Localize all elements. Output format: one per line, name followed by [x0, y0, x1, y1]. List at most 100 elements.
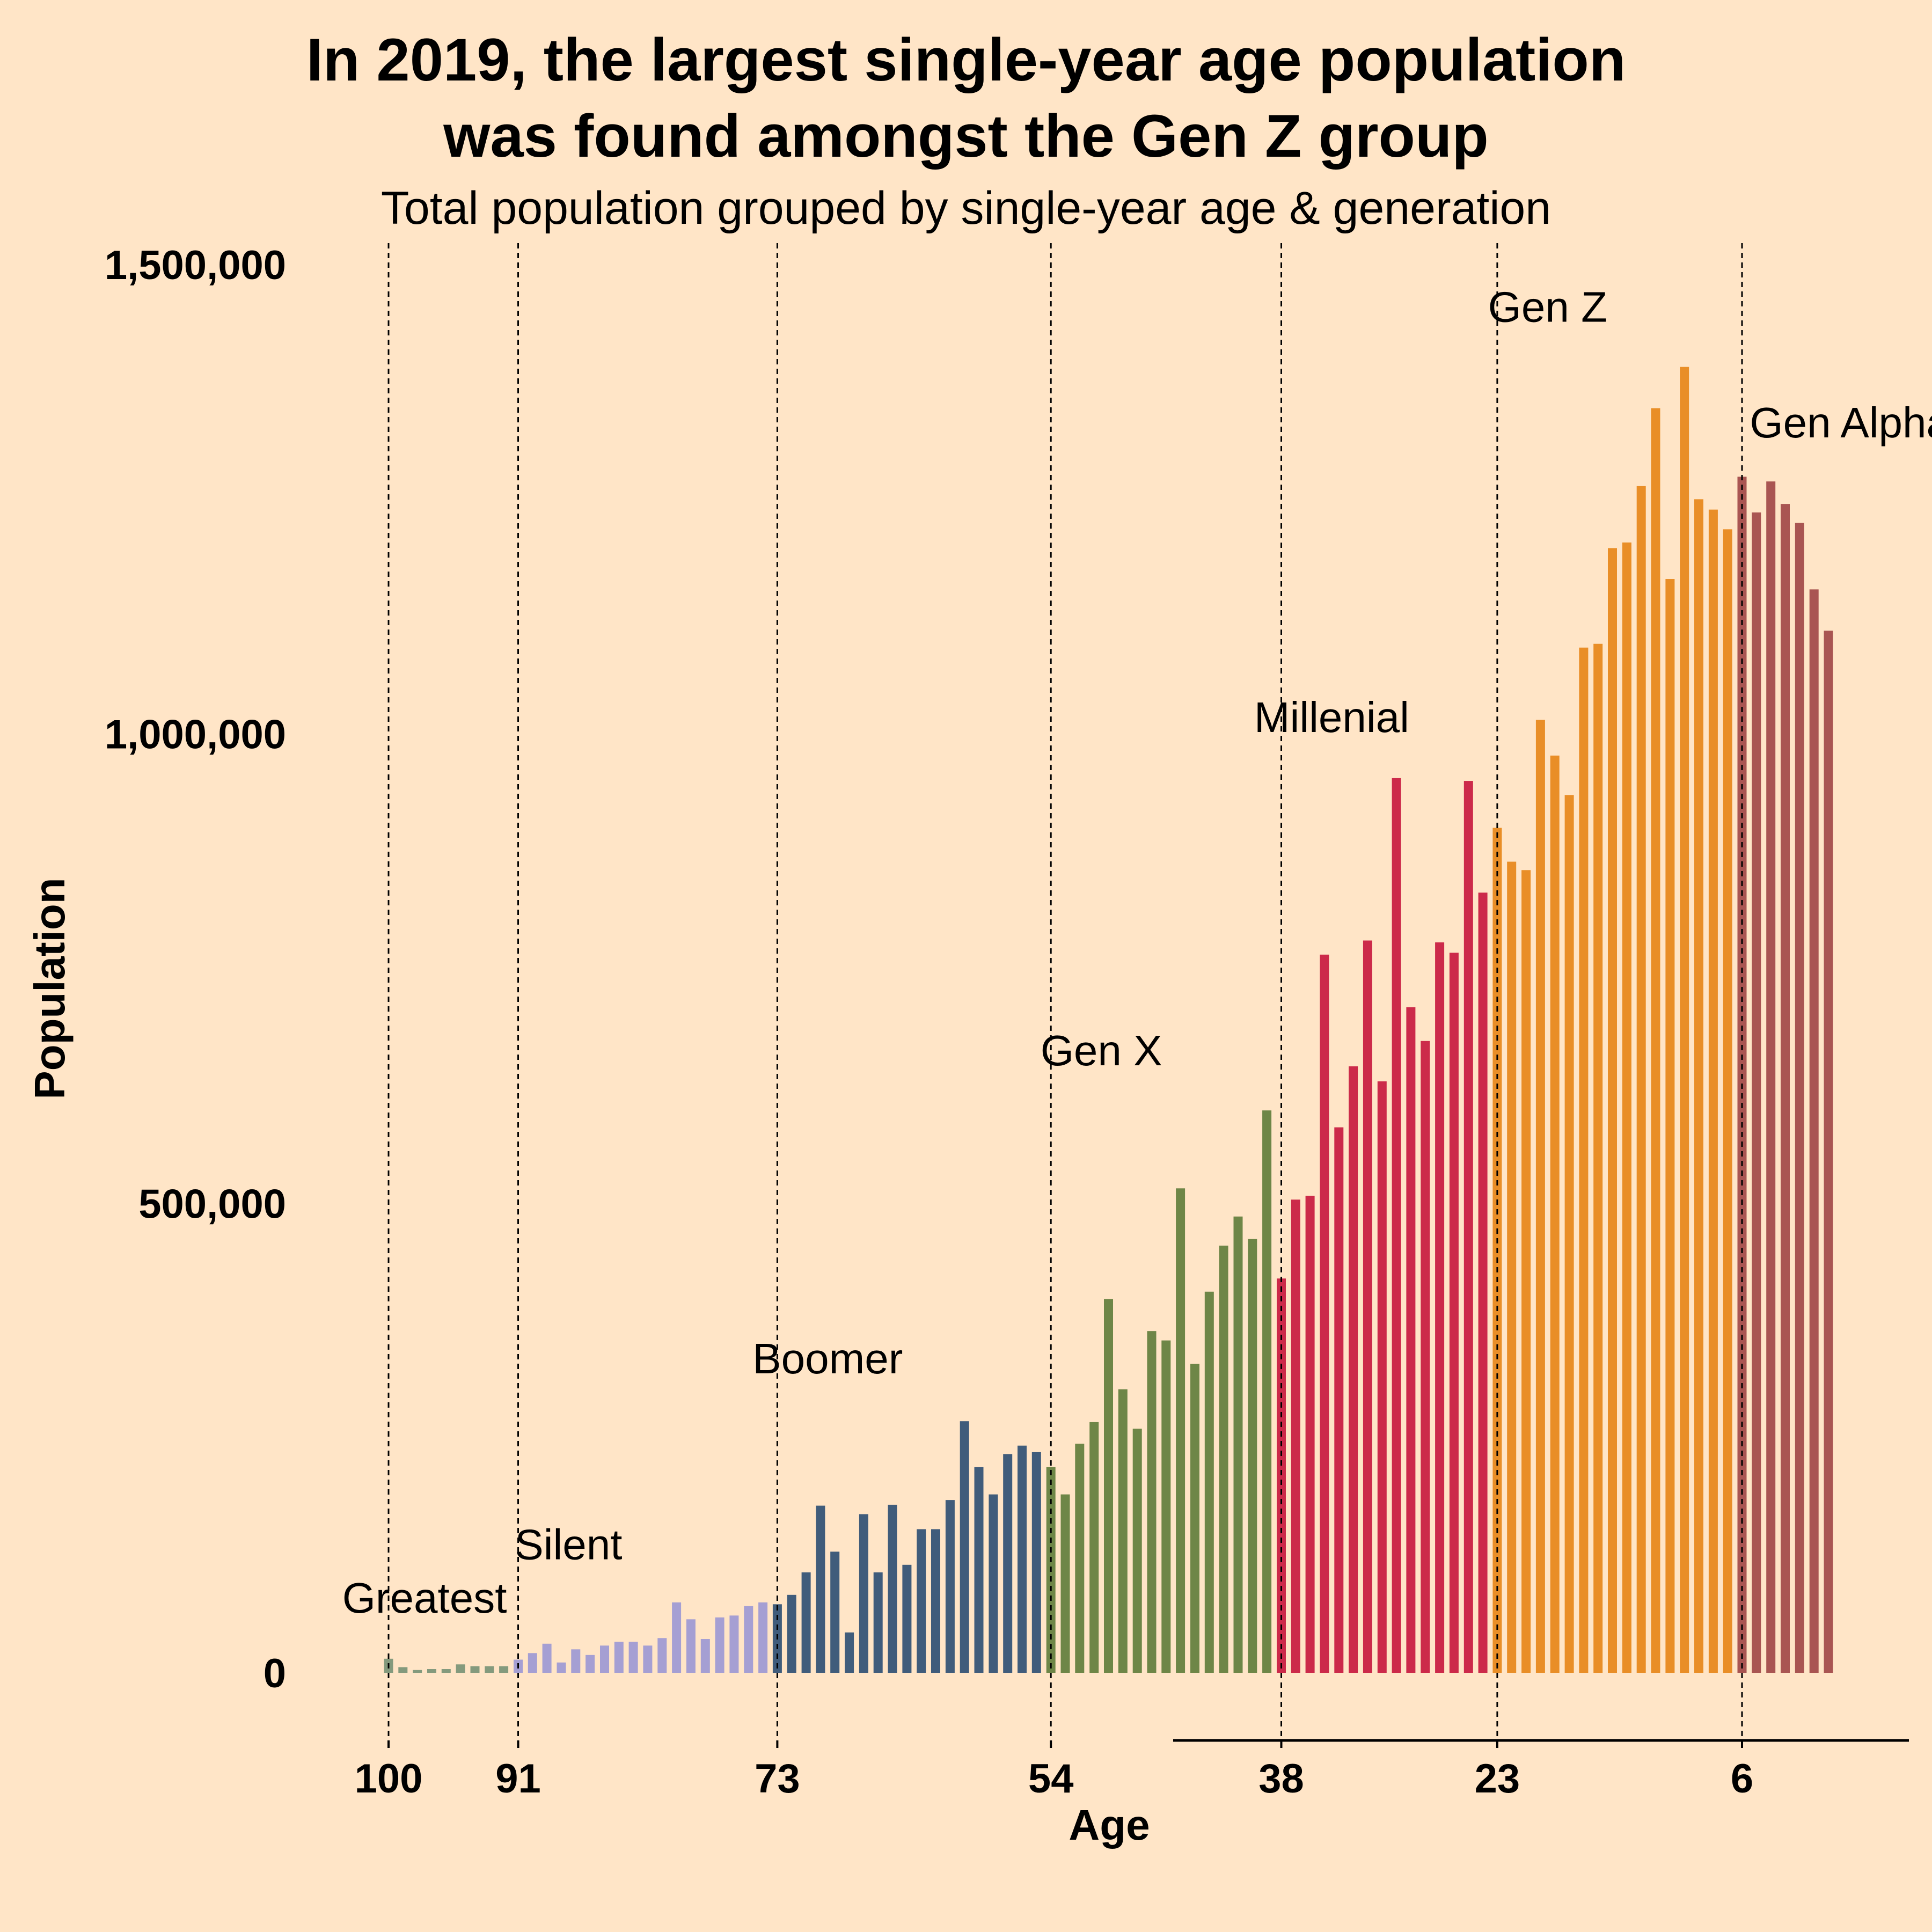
bar: [1349, 1066, 1358, 1673]
bar: [1622, 542, 1631, 1673]
bar: [917, 1529, 926, 1673]
chart-title-line-1: In 2019, the largest single-year age pop…: [306, 26, 1626, 93]
bar: [542, 1643, 552, 1673]
generation-label: Millenial: [1254, 693, 1409, 741]
bar: [801, 1572, 811, 1673]
bar: [902, 1564, 912, 1673]
bar: [974, 1467, 984, 1673]
x-tick-label: 38: [1258, 1756, 1304, 1802]
y-tick-label: 0: [264, 1651, 286, 1696]
generation-label: Gen Z: [1488, 283, 1607, 331]
bar: [1593, 643, 1603, 1673]
x-tick-label: 54: [1028, 1756, 1074, 1802]
bar: [1680, 367, 1689, 1673]
bar: [1449, 953, 1459, 1673]
bar: [1608, 548, 1617, 1673]
x-tick-label: 6: [1731, 1756, 1753, 1802]
bar: [744, 1606, 753, 1673]
bar: [1478, 892, 1488, 1673]
bar: [830, 1552, 840, 1673]
bar: [614, 1642, 624, 1673]
bar: [816, 1505, 825, 1673]
bar: [1766, 481, 1776, 1673]
bar: [1089, 1422, 1099, 1673]
y-tick-label: 1,000,000: [105, 712, 286, 758]
bar: [470, 1666, 480, 1673]
chart-title-line-2: was found amongst the Gen Z group: [443, 103, 1489, 170]
bar: [1694, 499, 1703, 1673]
bar: [1463, 781, 1473, 1673]
bar: [1305, 1196, 1315, 1673]
bar: [413, 1670, 422, 1673]
bar: [1579, 647, 1589, 1673]
x-tick-label: 23: [1475, 1756, 1520, 1802]
bar: [1233, 1216, 1243, 1673]
bar: [1752, 512, 1761, 1673]
x-tick-label: 91: [495, 1756, 541, 1802]
bar: [1406, 1007, 1416, 1673]
series-silent: [514, 1602, 768, 1673]
bar: [787, 1594, 796, 1673]
bar: [1435, 942, 1445, 1673]
bar: [643, 1645, 653, 1673]
x-tick-label: 73: [755, 1756, 800, 1802]
y-tick-label: 1,500,000: [105, 243, 286, 288]
x-axis: 100 91 73 54 38 23 6: [355, 1739, 1909, 1802]
bar: [1147, 1331, 1157, 1673]
bar: [1334, 1127, 1344, 1673]
bar: [571, 1649, 581, 1673]
bar: [586, 1655, 595, 1673]
bar: [1723, 529, 1732, 1673]
bar: [1535, 720, 1545, 1673]
bar: [960, 1421, 969, 1673]
bar: [1809, 589, 1819, 1673]
bar: [557, 1662, 566, 1673]
bar: [1104, 1299, 1113, 1673]
bar: [628, 1642, 638, 1673]
bar: [873, 1572, 883, 1673]
bar: [1031, 1452, 1041, 1673]
bar: [1277, 1278, 1286, 1673]
bar: [1118, 1389, 1128, 1673]
x-axis-label: Age: [1069, 1801, 1150, 1849]
bar: [1564, 795, 1574, 1673]
bar: [485, 1666, 494, 1673]
bar: [1377, 1081, 1387, 1673]
bar: [1291, 1199, 1300, 1673]
bar: [945, 1500, 955, 1673]
bar: [1176, 1188, 1185, 1673]
generation-label: Greatest: [342, 1574, 507, 1622]
bar: [528, 1653, 537, 1673]
bar: [931, 1529, 940, 1673]
bar: [657, 1638, 667, 1673]
bar: [845, 1632, 854, 1673]
bar: [600, 1645, 609, 1673]
bar: [1320, 954, 1329, 1673]
bar: [398, 1667, 408, 1673]
bar: [1521, 870, 1531, 1673]
bar: [1060, 1494, 1070, 1673]
bar: [1795, 523, 1804, 1673]
generation-label: Boomer: [752, 1335, 903, 1382]
generation-label: Gen X: [1041, 1027, 1162, 1074]
generation-label: Silent: [515, 1520, 622, 1568]
generation-label: Gen Alpha: [1750, 399, 1932, 447]
bar: [1003, 1454, 1013, 1673]
bar: [456, 1664, 465, 1673]
generation-boundary-lines: [387, 243, 1743, 1740]
bar: [859, 1514, 868, 1673]
bar: [715, 1617, 724, 1673]
bar: [888, 1504, 897, 1673]
bar: [1161, 1340, 1171, 1673]
bar: [1651, 408, 1660, 1673]
bar: [729, 1615, 739, 1673]
bar: [1550, 755, 1560, 1673]
bar: [1708, 509, 1718, 1673]
chart-subtitle: Total population grouped by single-year …: [381, 182, 1551, 234]
bar: [1075, 1444, 1085, 1673]
bar: [1781, 504, 1790, 1673]
bar: [1262, 1110, 1272, 1673]
